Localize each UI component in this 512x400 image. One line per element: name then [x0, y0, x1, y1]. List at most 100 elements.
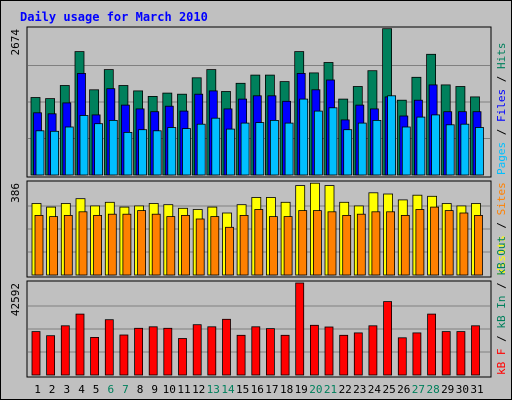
day-label: 23	[353, 383, 366, 396]
day-label: 12	[192, 383, 205, 396]
bar	[460, 123, 470, 176]
bar	[49, 216, 58, 276]
day-label: 30	[456, 383, 469, 396]
bar	[60, 325, 70, 376]
bar	[123, 131, 133, 176]
bar	[356, 213, 366, 276]
bar	[104, 319, 114, 376]
bar	[353, 332, 363, 376]
day-label: 31	[470, 383, 483, 396]
bar	[239, 214, 249, 276]
legend-segment: kB Out	[495, 236, 508, 276]
day-label: 14	[221, 383, 235, 396]
bar	[137, 210, 147, 276]
day-label: 10	[163, 383, 176, 396]
day-labels: 1 2 3 4 5 6 7 8 9 10 11 12 13 14 15 16 17 18 19 20 21 22 23 24 2…	[34, 383, 483, 396]
day-label: 1	[34, 383, 41, 396]
bar	[339, 334, 349, 376]
bar	[383, 301, 393, 376]
bar	[254, 209, 264, 276]
bar	[79, 115, 89, 176]
bar	[471, 325, 480, 376]
panel-max-label: 386	[9, 183, 22, 203]
bar	[226, 128, 235, 176]
bar	[236, 334, 246, 376]
bar	[151, 213, 161, 276]
bar	[178, 338, 187, 376]
bar	[386, 211, 396, 276]
day-label: 9	[151, 383, 158, 396]
panel-volume: 42592 kB F / kB In / kB Out	[9, 236, 508, 378]
bar	[343, 129, 353, 176]
bar	[182, 128, 191, 176]
bar	[167, 127, 177, 176]
day-label: 26	[397, 383, 410, 396]
panel-axis-legend: Visits / Sites	[495, 182, 508, 275]
bar	[207, 326, 217, 376]
bar	[444, 210, 454, 276]
bar	[46, 335, 55, 376]
bar	[34, 214, 44, 276]
day-label: 16	[251, 383, 264, 396]
bar	[195, 218, 205, 276]
day-label: 24	[368, 383, 382, 396]
bar	[94, 123, 103, 176]
bar	[387, 95, 397, 176]
panel-max-label: 2674	[9, 29, 22, 56]
bar	[368, 325, 378, 376]
bar	[196, 123, 206, 176]
series-sites	[34, 206, 483, 276]
bar	[299, 98, 309, 176]
bar	[372, 120, 382, 176]
bar	[31, 331, 41, 376]
bar	[427, 313, 437, 376]
bar	[269, 120, 279, 176]
bar	[138, 129, 148, 176]
day-label: 19	[295, 383, 308, 396]
day-label: 4	[78, 383, 85, 396]
bar	[284, 122, 294, 176]
bar	[268, 216, 278, 276]
bar	[90, 336, 99, 376]
bar	[280, 334, 290, 376]
bar	[163, 327, 173, 376]
panel-axis-legend: Pages / Files / Hits	[495, 43, 508, 176]
bar	[324, 326, 334, 376]
chart-panels: 2674 Pages / Files / Hits 386 Visits / Site…	[9, 26, 508, 378]
day-label: 21	[324, 383, 337, 396]
bar	[401, 126, 411, 176]
bar	[397, 337, 407, 376]
bar	[107, 213, 117, 276]
day-label: 27	[412, 383, 425, 396]
bar	[431, 114, 441, 176]
panel-axis-legend: kB F / kB In / kB Out	[495, 236, 508, 375]
bar	[75, 313, 85, 376]
legend-segment: /	[495, 215, 508, 235]
bar	[119, 334, 129, 376]
series-pages	[35, 95, 484, 176]
bar	[295, 282, 305, 376]
bar	[166, 216, 176, 276]
bar	[459, 212, 469, 276]
bar	[416, 116, 426, 176]
legend-segment: Files	[495, 89, 508, 122]
bar	[122, 213, 132, 276]
day-label: 18	[280, 383, 293, 396]
bar	[441, 331, 451, 376]
day-label: 29	[441, 383, 454, 396]
bar	[283, 216, 293, 276]
day-label: 20	[309, 383, 322, 396]
bar	[240, 122, 250, 176]
series-kb-f	[31, 282, 480, 376]
legend-segment: /	[495, 69, 508, 89]
day-label: 28	[426, 383, 439, 396]
day-label: 17	[265, 383, 278, 396]
panel-max-label: 42592	[9, 283, 22, 316]
bar	[328, 107, 338, 176]
bar	[313, 110, 323, 176]
legend-segment: /	[495, 329, 508, 349]
bar	[400, 214, 410, 276]
day-label: 7	[122, 383, 129, 396]
